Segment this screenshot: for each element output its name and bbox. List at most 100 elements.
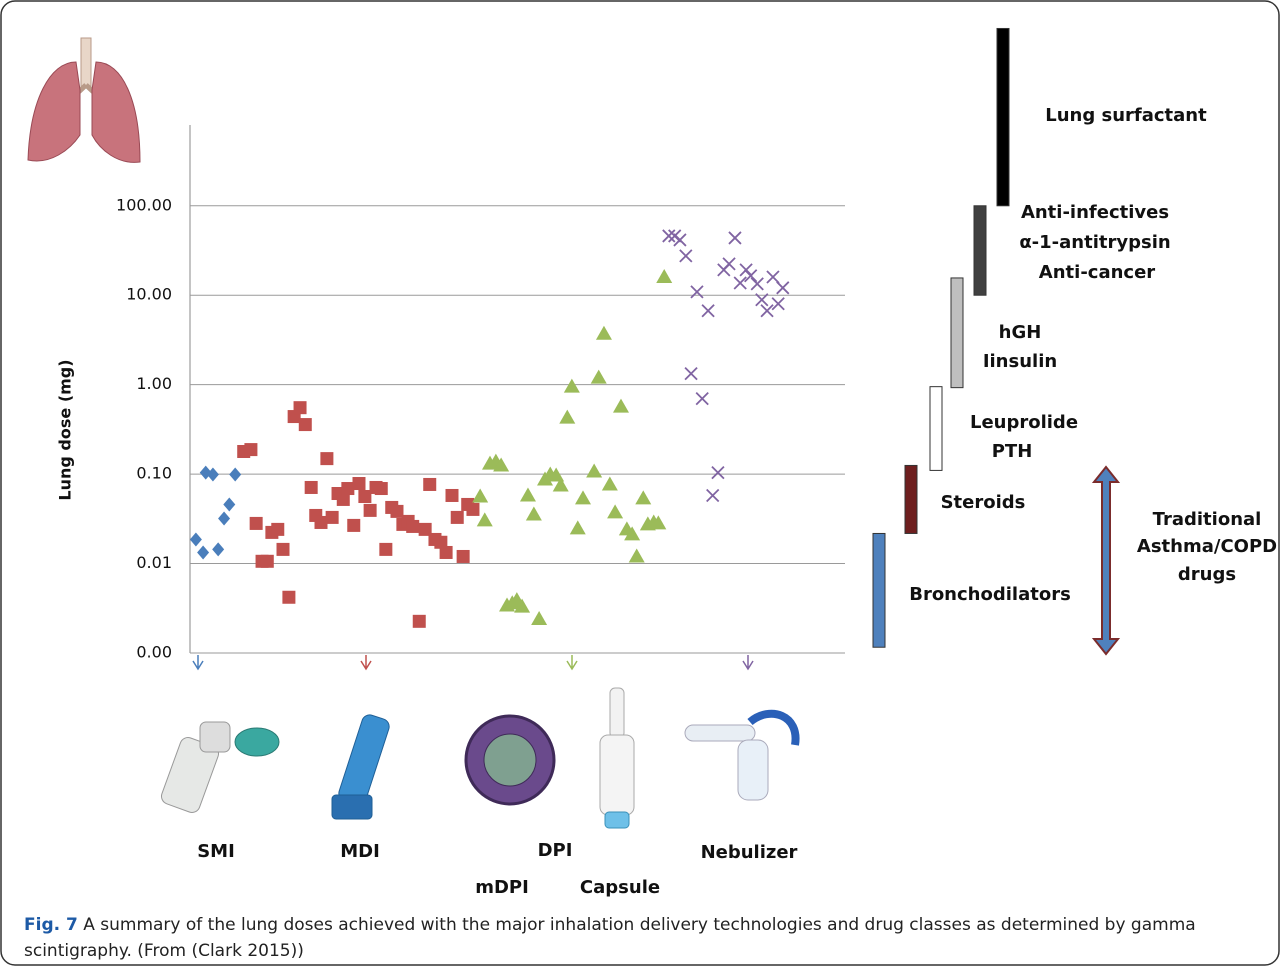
data-point bbox=[250, 517, 263, 530]
data-point bbox=[635, 490, 651, 504]
data-point bbox=[261, 555, 274, 568]
frame bbox=[1, 1, 1279, 965]
range-bar bbox=[997, 28, 1009, 205]
data-point bbox=[691, 286, 703, 298]
y-tick-label: 10.00 bbox=[126, 285, 172, 304]
data-point bbox=[341, 482, 354, 495]
data-point bbox=[446, 489, 459, 502]
data-point bbox=[218, 511, 230, 525]
data-point bbox=[729, 232, 741, 244]
range-label: α-1-antitrypsin bbox=[1019, 232, 1170, 253]
data-point bbox=[531, 611, 547, 625]
data-point bbox=[602, 476, 618, 490]
data-point bbox=[767, 271, 779, 283]
data-point bbox=[680, 250, 692, 262]
data-point bbox=[326, 511, 339, 524]
range-label: Leuprolide bbox=[970, 412, 1078, 433]
data-point bbox=[526, 506, 542, 520]
data-point bbox=[777, 282, 789, 294]
lung-icon bbox=[28, 38, 140, 162]
data-point bbox=[347, 519, 360, 532]
data-point bbox=[440, 546, 453, 559]
data-point bbox=[696, 393, 708, 405]
range-label: Steroids bbox=[941, 492, 1026, 513]
bracket-label: Traditional bbox=[1153, 509, 1262, 530]
device-label: MDI bbox=[340, 841, 380, 862]
data-point bbox=[674, 234, 686, 246]
data-point bbox=[586, 463, 602, 477]
y-tick-label: 0.00 bbox=[136, 643, 172, 662]
device-capsule bbox=[600, 688, 634, 828]
y-tick-label: 1.00 bbox=[136, 374, 172, 393]
data-point bbox=[457, 550, 470, 563]
range-label: Lung surfactant bbox=[1045, 105, 1207, 126]
device-arrow bbox=[193, 655, 203, 669]
data-point bbox=[570, 520, 586, 534]
bracket-label: drugs bbox=[1178, 564, 1236, 585]
data-point bbox=[229, 468, 241, 482]
device-mdpi bbox=[466, 716, 554, 804]
caption-label: Fig. 7 bbox=[24, 915, 78, 935]
range-label: Anti-cancer bbox=[1039, 262, 1155, 283]
y-tick-label: 100.00 bbox=[116, 195, 172, 214]
caption-text: A summary of the lung doses achieved wit… bbox=[24, 915, 1196, 961]
data-point bbox=[223, 497, 235, 511]
data-point bbox=[358, 490, 371, 503]
data-point bbox=[294, 401, 307, 414]
bracket-arrow bbox=[1094, 467, 1118, 654]
data-point bbox=[564, 379, 580, 393]
range-label: hGH bbox=[999, 322, 1042, 343]
range-bar bbox=[974, 206, 986, 295]
data-point bbox=[740, 264, 752, 276]
data-point bbox=[451, 511, 464, 524]
data-point bbox=[772, 298, 784, 310]
data-point bbox=[315, 516, 328, 529]
data-point bbox=[656, 269, 672, 283]
data-point bbox=[390, 505, 403, 518]
y-tick-label: 0.10 bbox=[136, 464, 172, 483]
data-point bbox=[271, 523, 284, 536]
range-bar bbox=[873, 533, 885, 647]
data-point bbox=[406, 520, 419, 533]
data-point bbox=[663, 230, 675, 242]
data-point bbox=[299, 418, 312, 431]
data-point bbox=[305, 481, 318, 494]
bracket-label: Asthma/COPD bbox=[1137, 536, 1277, 557]
range-label: Bronchodilators bbox=[909, 584, 1071, 605]
data-point bbox=[352, 477, 365, 490]
data-point bbox=[282, 591, 295, 604]
data-point bbox=[520, 487, 536, 501]
chart: Lung dose (mg) Traditional Asthma/COPD d… bbox=[0, 0, 1281, 967]
data-point bbox=[596, 326, 612, 340]
data-point bbox=[751, 278, 763, 290]
device-arrow bbox=[743, 655, 753, 669]
data-point bbox=[613, 399, 629, 413]
device-label: DPI bbox=[538, 840, 573, 861]
data-point bbox=[702, 305, 714, 317]
data-point bbox=[375, 482, 388, 495]
data-point bbox=[685, 368, 697, 380]
data-point bbox=[423, 478, 436, 491]
device-label: Capsule bbox=[580, 877, 660, 898]
device-label: mDPI bbox=[475, 877, 529, 898]
figure: Lung dose (mg) Traditional Asthma/COPD d… bbox=[0, 0, 1281, 967]
device-arrow bbox=[361, 655, 371, 669]
data-point bbox=[734, 277, 746, 289]
data-point bbox=[413, 615, 426, 628]
y-axis-title: Lung dose (mg) bbox=[56, 359, 75, 500]
device-nebulizer bbox=[685, 714, 796, 800]
y-tick-label: 0.01 bbox=[136, 553, 172, 572]
data-point bbox=[472, 488, 488, 502]
data-point bbox=[712, 467, 724, 479]
range-bar bbox=[930, 387, 942, 471]
range-label: PTH bbox=[992, 441, 1033, 462]
data-point bbox=[364, 504, 377, 517]
data-point bbox=[277, 543, 290, 556]
range-label: Anti-infectives bbox=[1021, 202, 1169, 223]
data-point bbox=[379, 543, 392, 556]
data-point bbox=[197, 545, 209, 559]
data-point bbox=[591, 370, 607, 384]
range-label: Iinsulin bbox=[983, 351, 1057, 372]
data-point bbox=[212, 542, 224, 556]
data-point bbox=[190, 532, 202, 546]
